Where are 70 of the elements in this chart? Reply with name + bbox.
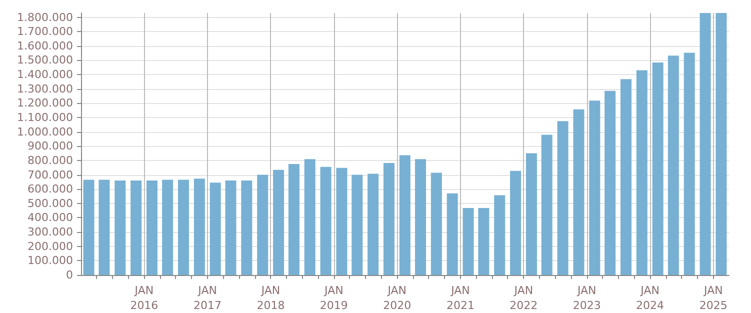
bar	[162, 180, 174, 275]
bar	[716, 13, 727, 275]
bar	[114, 180, 126, 275]
bar	[288, 164, 300, 275]
y-tick-label: 1.600.000	[17, 39, 73, 52]
y-tick-label: 500.000	[28, 196, 73, 210]
bar	[130, 180, 142, 275]
y-tick-label: 0	[66, 268, 73, 282]
bar	[178, 180, 189, 275]
x-tick-label: JAN 2025	[699, 284, 728, 312]
x-tick-label: JAN 2018	[256, 284, 285, 312]
bar	[241, 180, 252, 275]
x-tick-label: JAN 2019	[320, 284, 348, 312]
bar	[83, 180, 94, 275]
x-tick-label: JAN 2017	[194, 284, 222, 312]
x-tick-label: JAN 2024	[636, 284, 664, 312]
x-tick-label: JAN 2020	[383, 284, 412, 312]
bar	[494, 195, 506, 275]
y-tick-label: 1.400.000	[17, 68, 73, 82]
bar	[636, 70, 648, 275]
bar	[336, 168, 348, 275]
bar	[604, 90, 616, 275]
bar	[194, 178, 205, 275]
bar	[478, 208, 490, 275]
bar	[620, 79, 632, 275]
bar	[368, 174, 379, 275]
bar	[210, 182, 221, 275]
y-tick-label: 1.800.000	[17, 10, 73, 24]
bar	[352, 174, 363, 275]
bar	[430, 172, 442, 275]
x-tick-label: JAN 2016	[130, 284, 158, 312]
y-tick-label: 700.000	[28, 168, 73, 182]
bar	[510, 170, 522, 275]
y-tick-label: 800.000	[28, 154, 73, 167]
bar	[414, 159, 426, 275]
bar	[446, 193, 458, 275]
bar	[668, 56, 679, 275]
y-tick-label: 1.500.000	[17, 54, 73, 67]
bar	[383, 163, 394, 275]
y-tick-label: 900.000	[28, 140, 73, 153]
x-tick-label: JAN 2023	[572, 284, 601, 312]
bar	[225, 180, 236, 275]
bar	[557, 121, 568, 275]
bar	[273, 170, 284, 275]
y-tick-label: 300.000	[28, 226, 73, 239]
x-tick-label: JAN 2021	[446, 284, 474, 312]
x-tick-label: JAN 2022	[510, 284, 538, 312]
y-tick-label: 600.000	[28, 182, 73, 196]
bar	[589, 100, 600, 275]
bar	[98, 180, 110, 275]
y-tick-label: 1.200.000	[17, 96, 73, 110]
bar	[573, 109, 584, 275]
y-tick-label: 1.700.000	[17, 25, 73, 38]
bar	[700, 13, 711, 275]
bar	[541, 134, 552, 275]
y-tick-label: 200.000	[28, 240, 73, 253]
bar	[304, 159, 316, 275]
bar	[320, 166, 332, 275]
y-tick-label: 100.000	[28, 254, 73, 268]
bar	[526, 153, 537, 275]
y-tick-label: 1.000.000	[17, 125, 73, 138]
bar	[257, 174, 268, 275]
y-tick-label: 400.000	[28, 211, 73, 224]
bar	[684, 52, 695, 275]
y-tick-label: 1.300.000	[17, 82, 73, 96]
bar	[399, 155, 410, 275]
bar	[146, 180, 158, 275]
y-tick-label: 1.100.000	[17, 111, 73, 124]
bar	[462, 208, 474, 275]
bar	[652, 62, 664, 275]
